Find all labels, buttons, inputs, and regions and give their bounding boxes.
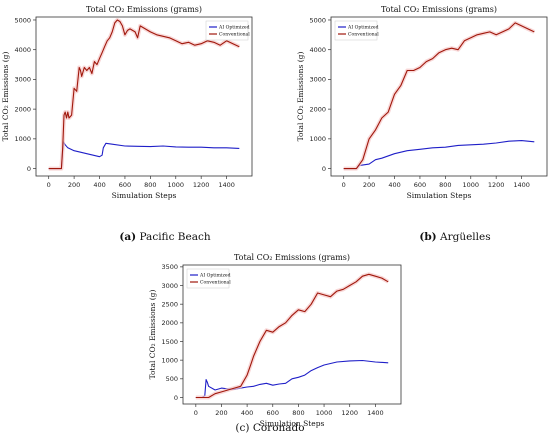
series-line-ai-optimized	[48, 141, 240, 170]
series-line-ai-optimized	[195, 359, 389, 399]
legend-box	[205, 20, 249, 41]
legend-box	[334, 20, 378, 41]
chart-panel-pacific-beach: Total CO₂ Emissions (grams) 0 200 400 600 800…	[1, 5, 253, 200]
series-line-ai-optimized	[343, 140, 535, 170]
legend-label-ai-optimized: AI Optimized	[347, 25, 379, 31]
chart-title: Total CO₂ Emissions (grams)	[234, 253, 350, 262]
y-tick-label: 1000	[161, 356, 178, 364]
y-tick-label: 3000	[14, 76, 31, 84]
y-tick-label: 1000	[14, 135, 31, 143]
caption-b-tag: (b)	[419, 231, 437, 243]
x-tick-label: 1000	[316, 409, 333, 417]
plot-frame	[35, 16, 253, 177]
y-tick-label: 3500	[161, 263, 178, 271]
y-tick-label: 500	[166, 375, 178, 383]
caption-b: (b) Argüelles	[360, 231, 550, 243]
series-line-conventional	[343, 22, 535, 170]
chart-title: Total CO₂ Emissions (grams)	[86, 5, 202, 14]
x-tick-label: 600	[267, 409, 279, 417]
x-tick-label: 1200	[341, 409, 358, 417]
y-tick-label: 3000	[161, 282, 178, 290]
x-tick-label: 400	[388, 181, 400, 189]
y-tick-label: 3000	[309, 76, 326, 84]
y-tick-label: 2000	[14, 105, 31, 113]
chart-panel-coronado: Total CO₂ Emissions (grams) 0 200 400 600 800…	[148, 253, 402, 428]
x-tick-label: 1000	[462, 181, 479, 189]
x-tick-label: 800	[439, 181, 451, 189]
series-halo-conventional	[343, 20, 536, 171]
y-tick-label: 0	[174, 394, 178, 402]
x-tick-label: 0	[342, 181, 346, 189]
x-tick-label: 600	[414, 181, 426, 189]
chart-title: Total CO₂ Emissions (grams)	[381, 5, 497, 14]
y-tick-label: 2500	[161, 300, 178, 308]
plot-frame	[330, 16, 548, 177]
caption-c-name: Coronado	[252, 422, 305, 434]
y-tick-label: 0	[27, 165, 31, 173]
x-tick-label: 200	[215, 409, 227, 417]
y-tick-label: 0	[322, 165, 326, 173]
y-tick-label: 1500	[161, 338, 178, 346]
y-tick-label: 4000	[309, 46, 326, 54]
legend-label-conventional: Conventional	[348, 32, 379, 38]
legend-label-conventional: Conventional	[219, 32, 250, 38]
legend-box	[186, 268, 230, 289]
x-tick-label: 0	[194, 409, 198, 417]
caption-a-tag: (a)	[119, 231, 137, 243]
y-axis-label: Total CO₂ Emissions (g)	[1, 52, 10, 142]
x-axis-label: Simulation Steps	[112, 191, 177, 200]
y-tick-label: 2000	[161, 319, 178, 327]
x-tick-label: 1200	[193, 181, 210, 189]
caption-a-name: Pacific Beach	[139, 231, 211, 243]
legend-label-ai-optimized: AI Optimized	[218, 25, 250, 31]
y-axis-label: Total CO₂ Emissions (g)	[148, 290, 157, 380]
caption-c-tag: (c)	[235, 422, 250, 434]
y-tick-label: 5000	[14, 16, 31, 24]
y-axis-label: Total CO₂ Emissions (g)	[296, 52, 305, 142]
plot-frame	[182, 264, 402, 405]
x-tick-label: 600	[119, 181, 131, 189]
y-tick-label: 2000	[309, 105, 326, 113]
y-tick-label: 4000	[14, 46, 31, 54]
x-tick-label: 1000	[167, 181, 184, 189]
x-tick-label: 1200	[488, 181, 505, 189]
x-axis-label: Simulation Steps	[260, 419, 325, 428]
x-tick-label: 800	[292, 409, 304, 417]
series-line-conventional	[48, 19, 240, 170]
x-tick-label: 200	[363, 181, 375, 189]
y-tick-label: 5000	[309, 16, 326, 24]
y-tick-label: 1000	[309, 135, 326, 143]
legend-label-conventional: Conventional	[200, 280, 231, 286]
caption-c: (c) Coronado	[175, 422, 365, 434]
x-tick-label: 1400	[218, 181, 235, 189]
x-tick-label: 200	[68, 181, 80, 189]
legend-label-ai-optimized: AI Optimized	[199, 273, 231, 279]
caption-b-name: Argüelles	[440, 231, 491, 243]
series-line-conventional	[195, 273, 389, 399]
x-tick-label: 1400	[513, 181, 530, 189]
x-tick-label: 0	[47, 181, 51, 189]
caption-a: (a) Pacific Beach	[70, 231, 260, 243]
chart-panel-arguelles: Total CO₂ Emissions (grams) 0 200 400 600 800…	[296, 5, 548, 200]
x-tick-label: 800	[144, 181, 156, 189]
x-axis-label: Simulation Steps	[407, 191, 472, 200]
x-tick-label: 400	[241, 409, 253, 417]
x-tick-label: 400	[93, 181, 105, 189]
x-tick-label: 1400	[367, 409, 384, 417]
